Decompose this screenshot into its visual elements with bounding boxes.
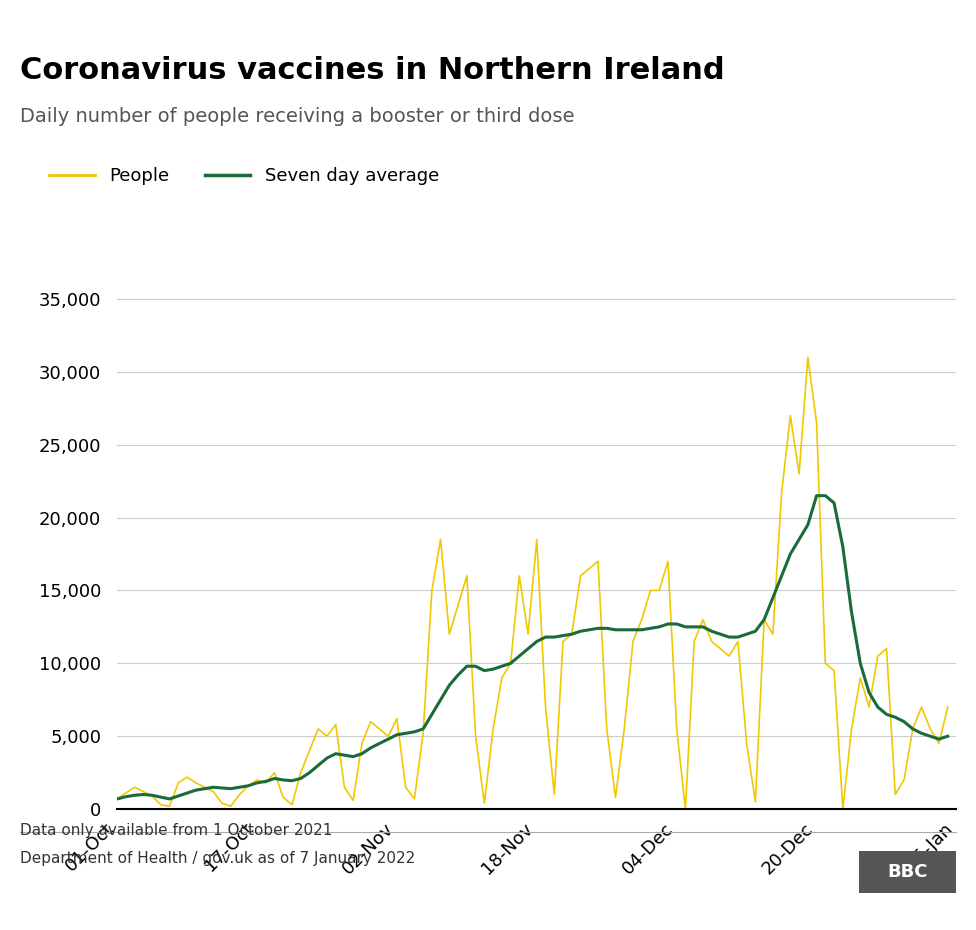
Text: Daily number of people receiving a booster or third dose: Daily number of people receiving a boost… [20, 107, 574, 126]
Text: BBC: BBC [887, 863, 928, 881]
Text: Data only available from 1 October 2021: Data only available from 1 October 2021 [20, 823, 332, 838]
Text: Department of Health / gov.uk as of 7 January 2022: Department of Health / gov.uk as of 7 Ja… [20, 851, 415, 866]
Text: Coronavirus vaccines in Northern Ireland: Coronavirus vaccines in Northern Ireland [20, 56, 724, 85]
Legend: People, Seven day average: People, Seven day average [42, 160, 446, 193]
